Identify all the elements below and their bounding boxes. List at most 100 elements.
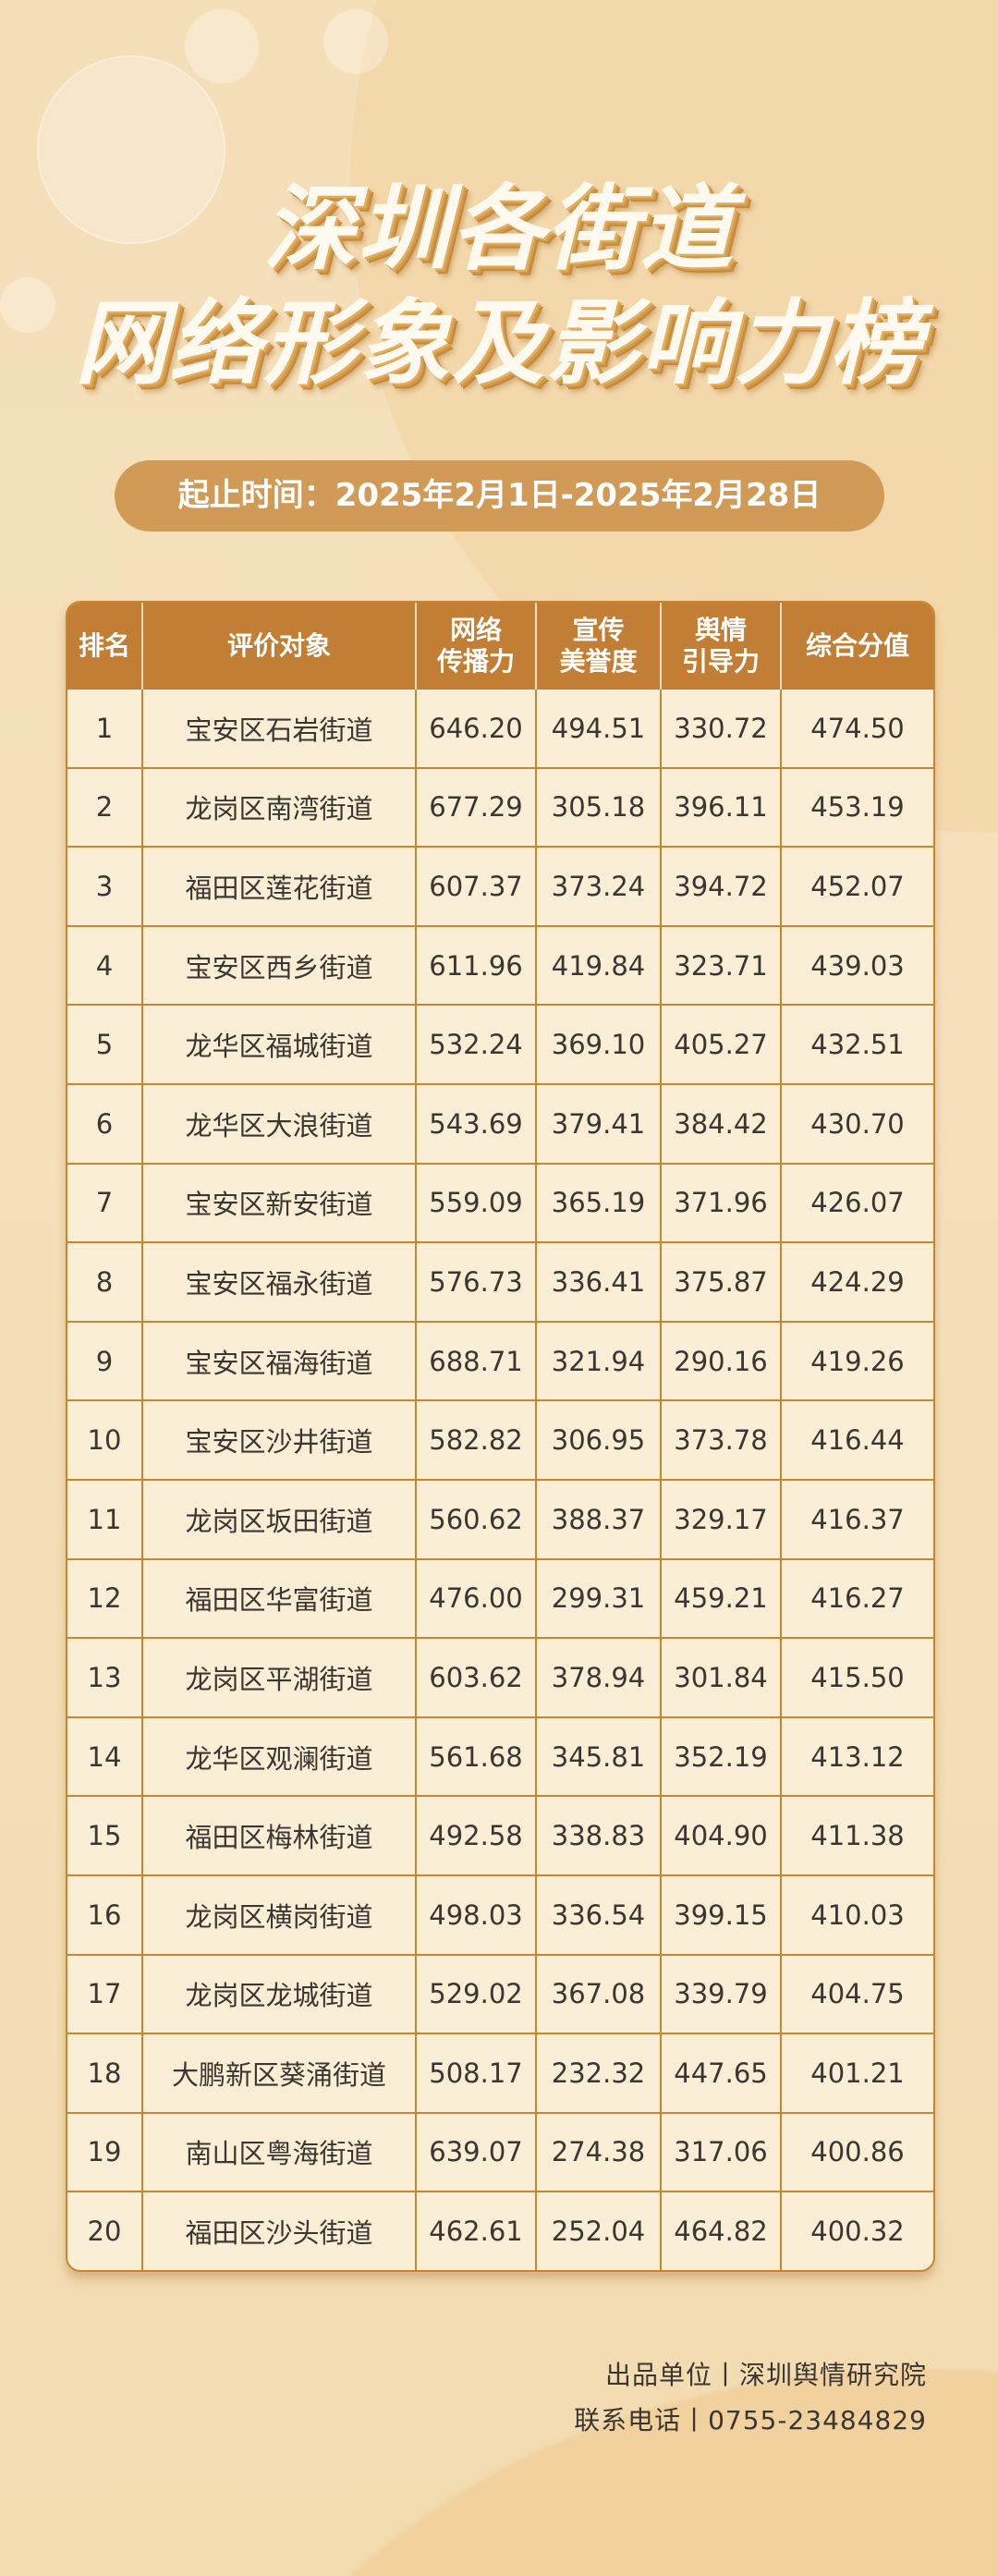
rank-cell: 10 [67, 1399, 143, 1479]
column-header-text: 综合分值 [805, 630, 909, 661]
rank-cell: 7 [67, 1162, 143, 1242]
reputation-cell: 338.83 [537, 1795, 662, 1874]
table-row: 4 宝安区西乡街道 611.96 419.84 323.71 439.03 [67, 924, 933, 1005]
reputation-cell: 365.19 [537, 1162, 662, 1242]
spread-cell: 576.73 [417, 1241, 537, 1321]
reputation-cell: 299.31 [537, 1557, 662, 1638]
reputation-cell: 378.94 [537, 1637, 662, 1716]
spread-cell: 476.00 [417, 1557, 537, 1638]
cloud-download-icon [185, 9, 259, 83]
guidance-cell: 459.21 [662, 1557, 782, 1638]
total-score-cell: 439.03 [782, 924, 933, 1005]
guidance-cell: 396.11 [662, 766, 782, 847]
column-header-text: 网络 [449, 615, 502, 645]
spread-cell: 560.62 [417, 1478, 537, 1558]
spread-cell: 646.20 [417, 690, 537, 767]
spread-cell: 529.02 [417, 1953, 537, 2033]
total-score-cell: 400.32 [782, 2191, 933, 2270]
name-cell: 大鹏新区葵涌街道 [143, 2033, 417, 2112]
table-row: 11 龙岗区坂田街道 560.62 388.37 329.17 416.37 [67, 1478, 933, 1558]
rank-cell: 3 [67, 846, 143, 925]
total-score-cell: 432.51 [782, 1004, 933, 1083]
column-header-text: 宣传 [572, 615, 625, 645]
spread-cell: 639.07 [417, 2111, 537, 2191]
rank-cell: 17 [67, 1953, 143, 2033]
total-score-cell: 419.26 [782, 1320, 933, 1400]
footer-producer: 出品单位丨深圳舆情研究院 [604, 2360, 927, 2390]
guidance-cell: 352.19 [662, 1715, 782, 1796]
column-header-text: 引导力 [681, 646, 760, 677]
reputation-cell: 388.37 [537, 1478, 662, 1558]
table-row: 16 龙岗区横岗街道 498.03 336.54 399.15 410.03 [67, 1874, 933, 1954]
table-row: 10 宝安区沙井街道 582.82 306.95 373.78 416.44 [67, 1399, 933, 1479]
column-header-text: 传播力 [436, 646, 515, 677]
ranking-table: 排名 评价对象 网络 传播力 宣传 美誉度 舆情 引导力 综合分值 1 宝安区石岩街道 646.20… [66, 601, 935, 2272]
name-cell: 龙岗区平湖街道 [143, 1637, 417, 1716]
total-score-cell: 401.21 [782, 2033, 933, 2112]
table-row: 14 龙华区观澜街道 561.68 345.81 352.19 413.12 [67, 1715, 933, 1796]
guidance-cell: 375.87 [662, 1241, 782, 1321]
spread-cell: 508.17 [417, 2033, 537, 2112]
guidance-cell: 329.17 [662, 1478, 782, 1558]
spread-cell: 559.09 [417, 1162, 537, 1242]
guidance-cell: 404.90 [662, 1795, 782, 1874]
table-row: 17 龙岗区龙城街道 529.02 367.08 339.79 404.75 [67, 1953, 933, 2033]
guidance-cell: 464.82 [662, 2191, 782, 2270]
name-cell: 福田区莲花街道 [143, 846, 417, 925]
name-cell: 宝安区石岩街道 [143, 690, 417, 767]
rank-cell: 1 [67, 690, 143, 767]
reputation-cell: 369.10 [537, 1004, 662, 1083]
reputation-cell: 274.38 [537, 2111, 662, 2191]
rank-cell: 6 [67, 1082, 143, 1163]
reputation-cell: 345.81 [537, 1715, 662, 1796]
reputation-cell: 321.94 [537, 1320, 662, 1400]
guidance-cell: 317.06 [662, 2111, 782, 2191]
table-row: 5 龙华区福城街道 532.24 369.10 405.27 432.51 [67, 1004, 933, 1083]
rank-cell: 4 [67, 924, 143, 1005]
total-score-cell: 416.44 [782, 1399, 933, 1479]
reputation-cell: 419.84 [537, 924, 662, 1005]
guidance-cell: 330.72 [662, 690, 782, 767]
spread-cell: 462.61 [417, 2191, 537, 2270]
column-header-text: 排名 [78, 630, 130, 661]
rank-cell: 18 [67, 2033, 143, 2112]
page-title-line2: 网络形象及影响力榜 [75, 289, 923, 397]
name-cell: 宝安区西乡街道 [143, 924, 417, 1005]
table-row: 13 龙岗区平湖街道 603.62 378.94 301.84 415.50 [67, 1637, 933, 1716]
name-cell: 龙岗区横岗街道 [143, 1874, 417, 1954]
reputation-cell: 336.41 [537, 1241, 662, 1321]
reputation-cell: 494.51 [537, 690, 662, 767]
rank-cell: 12 [67, 1557, 143, 1638]
spread-cell: 543.69 [417, 1082, 537, 1163]
table-row: 1 宝安区石岩街道 646.20 494.51 330.72 474.50 [67, 690, 933, 767]
table-row: 19 南山区粤海街道 639.07 274.38 317.06 400.86 [67, 2111, 933, 2191]
reputation-cell: 373.24 [537, 846, 662, 925]
column-header: 网络 传播力 [417, 603, 537, 690]
total-score-cell: 413.12 [782, 1715, 933, 1796]
page-title-line1: 深圳各街道 [263, 175, 735, 283]
reputation-cell: 232.32 [537, 2033, 662, 2112]
total-score-cell: 404.75 [782, 1953, 933, 2033]
total-score-cell: 426.07 [782, 1162, 933, 1242]
total-score-cell: 453.19 [782, 766, 933, 847]
table-row: 7 宝安区新安街道 559.09 365.19 371.96 426.07 [67, 1162, 933, 1242]
spread-cell: 607.37 [417, 846, 537, 925]
total-score-cell: 474.50 [810, 712, 905, 744]
guidance-cell: 399.15 [662, 1874, 782, 1954]
rank-cell: 2 [67, 766, 143, 847]
column-header: 舆情 引导力 [662, 603, 782, 690]
table-row: 15 福田区梅林街道 492.58 338.83 404.90 411.38 [67, 1795, 933, 1874]
table-row: 2 龙岗区南湾街道 677.29 305.18 396.11 453.19 [67, 766, 933, 847]
spread-cell: 611.96 [417, 924, 537, 1005]
period-badge: 起止时间：2025年2月1日-2025年2月28日 [115, 460, 884, 531]
reputation-cell: 379.41 [537, 1082, 662, 1163]
column-header: 宣传 美誉度 [537, 603, 662, 690]
column-header-text: 美誉度 [559, 646, 638, 677]
footer-contact: 联系电话丨0755-23484829 [574, 2405, 927, 2436]
table-row: 12 福田区华富街道 476.00 299.31 459.21 416.27 [67, 1557, 933, 1638]
rank-cell: 8 [67, 1241, 143, 1321]
name-cell: 宝安区福永街道 [143, 1241, 417, 1321]
name-cell: 宝安区新安街道 [143, 1162, 417, 1242]
total-score-cell: 416.27 [782, 1557, 933, 1638]
name-cell: 福田区华富街道 [143, 1557, 417, 1638]
